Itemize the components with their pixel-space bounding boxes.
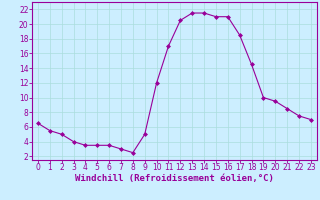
X-axis label: Windchill (Refroidissement éolien,°C): Windchill (Refroidissement éolien,°C) [75,174,274,183]
